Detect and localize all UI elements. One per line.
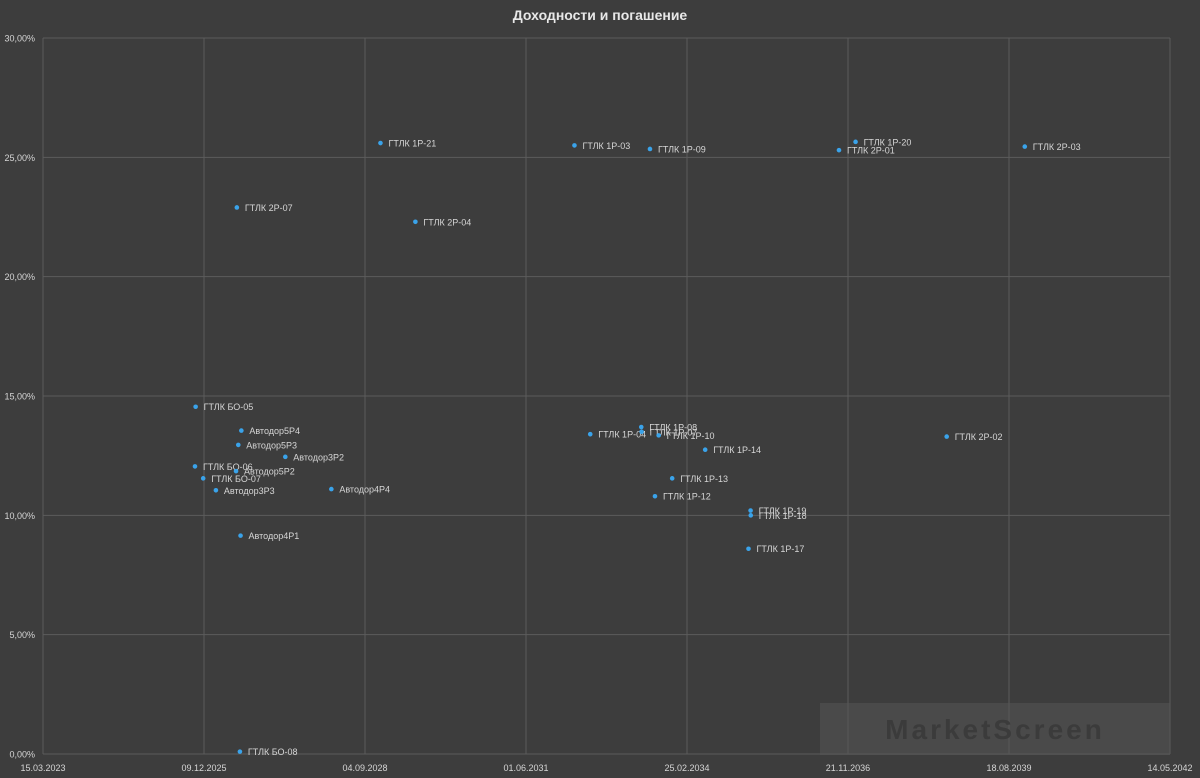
data-point [283,454,288,460]
data-point [192,464,198,469]
y-tick-label: 15,00% [4,392,35,402]
x-tick-label: 04.09.2028 [342,763,387,773]
points-layer: ГТЛК 1Р-21 ГТЛК 1Р-03 ГТЛК 1Р-09 ГТЛК 1Р-20… [192,137,1081,757]
data-label: ГТЛК 2Р-02 [955,432,1003,442]
data-point [329,486,334,492]
data-point [378,140,383,146]
axis-layer: 0,00% 5,00% 10,00% 15,00% 20,00% 25,00% 30,00%… [4,34,1192,774]
data-label: ГТЛК 1Р-13 [680,474,728,484]
data-point [853,139,858,145]
data-point [572,143,577,148]
data-label: ГТЛК 2Р-07 [245,203,293,213]
data-label: ГТЛК 1Р-07 [650,427,698,437]
y-tick-label: 10,00% [4,511,35,521]
data-point [639,429,644,435]
data-label: ГТЛК 1Р-12 [663,492,711,502]
data-label: Автодор5Р3 [246,440,297,450]
x-tick-label: 25.02.2034 [664,763,709,773]
grid-layer [42,37,1171,755]
y-tick-label: 0,00% [9,750,35,760]
data-label: ГТЛК БО-07 [211,474,261,484]
data-point [647,146,653,152]
data-point [587,431,593,437]
data-label: ГТЛК 1Р-08 [649,423,697,433]
x-tick-label: 21.11.2036 [826,763,870,773]
data-point [652,493,658,499]
data-label: ГТЛК 1Р-14 [713,445,761,455]
data-point [238,533,243,538]
data-point [233,468,239,474]
data-point [669,476,675,481]
data-label: Автодор5Р4 [249,426,300,436]
x-tick-label: 15.03.2023 [20,763,65,773]
data-point [656,433,661,438]
data-label: Автодор4Р1 [249,531,300,541]
data-point [413,219,418,225]
chart-title: Доходности и погашение [512,7,688,23]
data-point [235,442,241,448]
data-label: ГТЛК 1Р-18 [759,511,807,521]
data-label: ГТЛК 1Р-20 [864,137,912,147]
x-tick-label: 18.08.2039 [986,763,1031,773]
data-point [200,476,206,481]
data-point [239,428,244,433]
x-tick-label: 01.06.2031 [503,763,548,773]
y-tick-label: 20,00% [4,272,35,282]
y-tick-label: 5,00% [9,630,35,640]
data-point [748,513,754,518]
data-label: Автодор3Р2 [293,452,344,462]
data-label: ГТЛК 2Р-01 [847,146,895,156]
data-label: ГТЛК 1Р-09 [658,144,706,154]
data-point [237,749,243,754]
data-point [836,147,842,153]
data-label: ГТЛК 1Р-17 [757,544,805,554]
y-tick-label: 25,00% [4,153,35,163]
data-point [213,487,219,493]
data-label: ГТЛК БО-06 [203,462,253,472]
data-label: ГТЛК 2Р-04 [423,217,471,227]
watermark-logo: MarketScreen [885,714,1105,745]
data-label: ГТЛК 1Р-19 [759,506,807,516]
data-point [234,205,240,210]
data-label: ГТЛК БО-08 [248,747,298,757]
data-point [702,447,708,453]
data-label: Автодор4Р4 [339,485,390,495]
watermark-layer: MarketScreen [820,703,1170,755]
data-label: ГТЛК 1Р-10 [667,431,715,441]
data-label: ГТЛК БО-05 [204,402,254,412]
data-label: Автодор5Р2 [244,467,295,477]
x-tick-label: 14.05.2042 [1147,763,1192,773]
x-tick-label: 09.12.2025 [181,763,226,773]
data-point [193,404,198,410]
data-point [746,546,751,552]
data-label: Автодор3Р3 [224,486,275,496]
data-point [944,434,949,439]
data-label: ГТЛК 2Р-03 [1033,142,1081,152]
data-label: ГТЛК 1Р-04 [598,430,646,440]
data-point [748,508,753,513]
data-point [1022,144,1028,149]
data-label: ГТЛК 1Р-03 [582,141,630,151]
data-point [638,424,644,430]
y-tick-label: 30,00% [4,34,35,44]
data-label: ГТЛК 1Р-21 [388,139,436,149]
watermark-box [820,703,1170,755]
